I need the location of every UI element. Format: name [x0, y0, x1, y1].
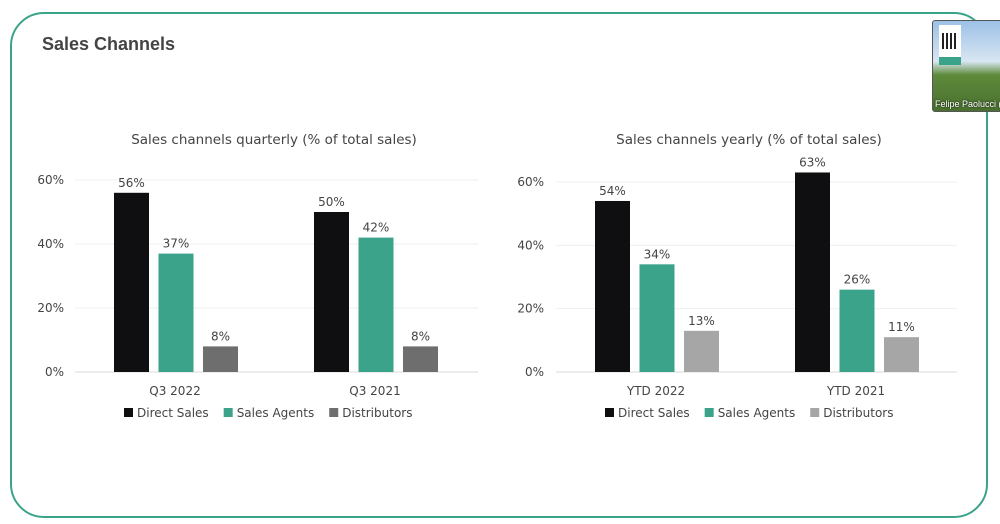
bar-direct-sales — [114, 192, 149, 372]
data-label: 34% — [644, 247, 671, 261]
bar-distributors — [403, 346, 438, 372]
legend-label: Direct Sales — [137, 406, 209, 420]
y-tick-label: 60% — [517, 175, 544, 189]
legend-swatch — [605, 408, 614, 417]
x-tick-label: Q3 2021 — [349, 384, 400, 398]
data-label: 8% — [411, 329, 430, 343]
bar-distributors — [884, 337, 919, 372]
participant-name: Felipe Paolucci ( — [935, 99, 1000, 109]
legend-label: Distributors — [342, 406, 412, 420]
legend-swatch — [810, 408, 820, 417]
x-tick-label: Q3 2022 — [149, 384, 200, 398]
data-label: 63% — [799, 155, 826, 169]
bar-sales-agents — [639, 264, 675, 372]
sales-channels-card — [10, 12, 988, 518]
data-label: 54% — [599, 184, 626, 198]
y-tick-label: 40% — [37, 237, 64, 251]
x-tick-label: YTD 2022 — [626, 384, 685, 398]
legend-swatch — [223, 408, 233, 417]
legend-swatch — [704, 408, 714, 417]
video-thumbnail[interactable]: Felipe Paolucci ( — [932, 20, 1000, 112]
data-label: 11% — [888, 320, 915, 334]
y-tick-label: 0% — [525, 365, 544, 379]
y-tick-label: 40% — [517, 238, 544, 252]
data-label: 56% — [118, 176, 145, 190]
legend-swatch — [124, 408, 133, 417]
data-label: 50% — [318, 195, 345, 209]
legend-label: Direct Sales — [618, 406, 690, 420]
page-title: Sales Channels — [42, 34, 176, 54]
bar-sales-agents — [839, 289, 875, 372]
legend-label: Distributors — [823, 406, 893, 420]
bar-direct-sales — [595, 200, 630, 372]
y-tick-label: 0% — [45, 365, 64, 379]
data-label: 26% — [844, 273, 871, 287]
bar-distributors — [203, 346, 238, 372]
data-label: 13% — [688, 314, 715, 328]
data-label: 8% — [211, 329, 230, 343]
legend-swatch — [329, 408, 339, 417]
bar-sales-agents — [158, 253, 194, 372]
x-tick-label: YTD 2021 — [826, 384, 885, 398]
y-tick-label: 60% — [37, 173, 64, 187]
data-label: 42% — [363, 221, 390, 235]
legend-label: Sales Agents — [237, 406, 315, 420]
bar-direct-sales — [795, 172, 830, 372]
chart-title: Sales channels quarterly (% of total sal… — [131, 132, 417, 148]
legend-label: Sales Agents — [718, 406, 796, 420]
chart-title: Sales channels yearly (% of total sales) — [616, 132, 882, 148]
bar-direct-sales — [314, 212, 349, 372]
data-label: 37% — [163, 237, 190, 251]
bar-sales-agents — [358, 237, 394, 372]
y-tick-label: 20% — [517, 302, 544, 316]
y-tick-label: 20% — [37, 301, 64, 315]
bar-distributors — [684, 330, 719, 372]
qr-code-icon — [939, 25, 961, 65]
